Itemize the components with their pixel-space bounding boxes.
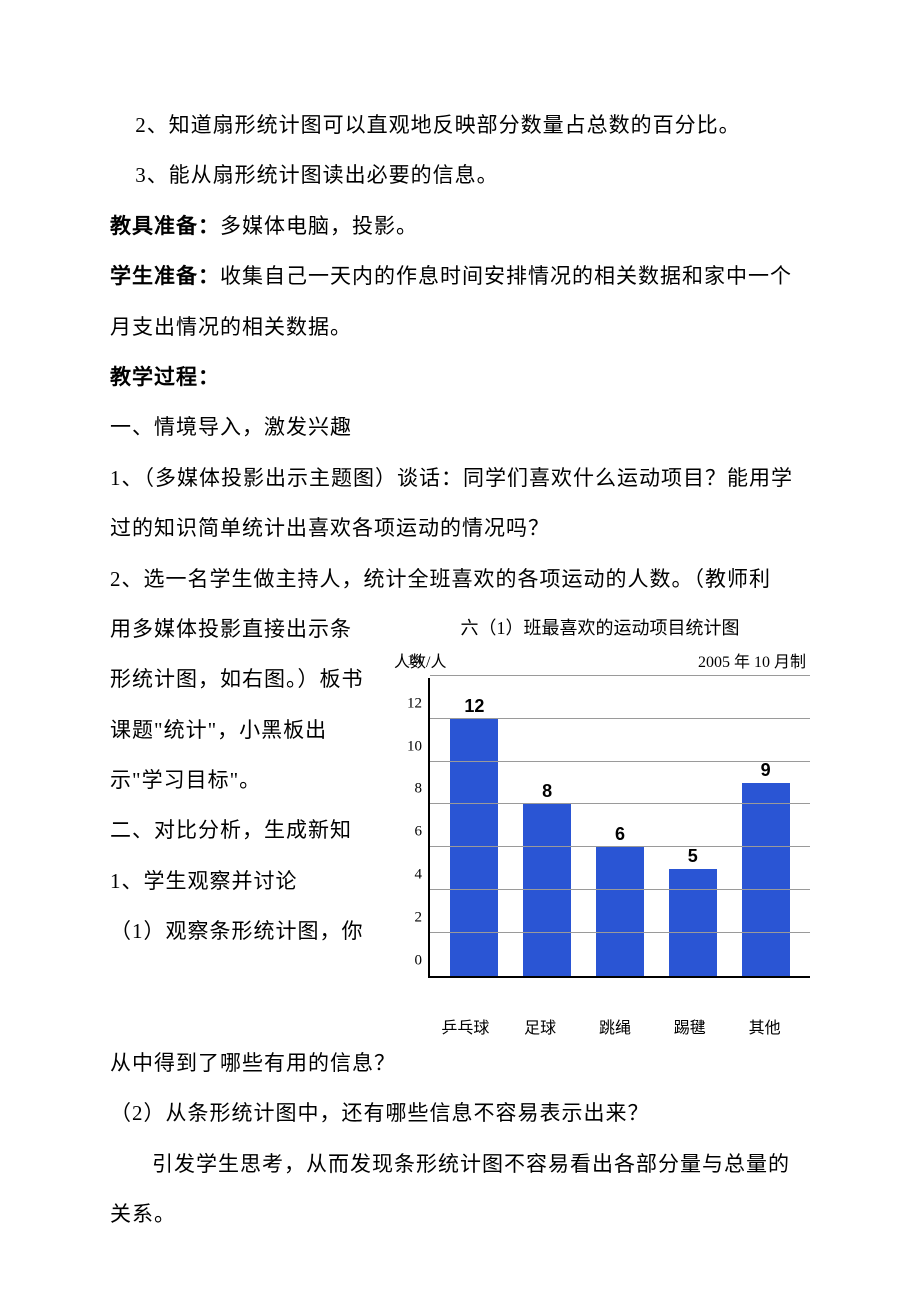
tools-label: 教具准备： [110, 214, 220, 238]
gridline [430, 932, 810, 933]
gridline [430, 846, 810, 847]
bar-value-label: 8 [542, 781, 552, 802]
chart-area: 02468101214 128659 [390, 678, 810, 1008]
paragraph-q2: （2）从条形统计图中，还有哪些信息不容易表示出来？ [110, 1088, 810, 1138]
section-2-heading: 二、对比分析，生成新知 [110, 805, 370, 855]
bar-value-label: 5 [688, 846, 698, 867]
paragraph-tools: 教具准备：多媒体电脑，投影。 [110, 201, 810, 251]
left-text-column: 用多媒体投影直接出示条形统计图，如右图。）板书课题"统计"，小黑板出示"学习目标… [110, 604, 370, 1038]
bar-group: 12 [444, 696, 504, 976]
paragraph-q1: 1、（多媒体投影出示主题图）谈话：同学们喜欢什么运动项目？能用学过的知识简单统计… [110, 453, 810, 554]
paragraph-conclusion: 引发学生思考，从而发现条形统计图不容易看出各部分量与总量的关系。 [110, 1139, 810, 1240]
paragraph-student-prep: 学生准备：收集自己一天内的作息时间安排情况的相关数据和家中一个月支出情况的相关数… [110, 251, 810, 352]
gridline [430, 889, 810, 890]
paragraph-q1a: （1）观察条形统计图，你 [110, 906, 370, 956]
paragraph-2: 2、知道扇形统计图可以直观地反映部分数量占总数的百分比。 [110, 100, 810, 150]
y-tick: 4 [415, 867, 423, 884]
chart-date: 2005 年 10 月制 [698, 648, 806, 672]
x-axis-label: 踢毽 [660, 1014, 720, 1038]
gridline [430, 675, 810, 676]
process-heading: 教学过程： [110, 352, 810, 402]
bar-value-label: 6 [615, 824, 625, 845]
bar-value-label: 9 [761, 760, 771, 781]
paragraph-observe: 1、学生观察并讨论 [110, 856, 370, 906]
x-axis-labels: 乒乓球足球跳绳踢毽其他 [390, 1008, 810, 1038]
y-tick: 2 [415, 910, 423, 927]
y-tick: 8 [415, 781, 423, 798]
bar-group: 5 [663, 846, 723, 976]
text-chart-row: 用多媒体投影直接出示条形统计图，如右图。）板书课题"统计"，小黑板出示"学习目标… [110, 604, 810, 1038]
gridline [430, 803, 810, 804]
paragraph-host-b: 用多媒体投影直接出示条形统计图，如右图。）板书课题"统计"，小黑板出示"学习目标… [110, 604, 370, 806]
bar-group: 9 [736, 760, 796, 976]
x-axis-label: 足球 [510, 1014, 570, 1038]
paragraph-q1b: 从中得到了哪些有用的信息？ [110, 1038, 810, 1088]
y-axis: 02468101214 [390, 678, 428, 978]
y-tick: 0 [415, 952, 423, 969]
y-tick: 10 [407, 738, 422, 755]
y-tick: 14 [407, 652, 422, 669]
y-tick: 6 [415, 824, 423, 841]
paragraph-3: 3、能从扇形统计图读出必要的信息。 [110, 150, 810, 200]
y-tick: 12 [407, 695, 422, 712]
tools-text: 多媒体电脑，投影。 [220, 214, 418, 238]
x-axis-label: 乒乓球 [435, 1014, 495, 1038]
chart-top-labels: 人数/人 2005 年 10 月制 [390, 648, 810, 672]
gridline [430, 718, 810, 719]
section-1-heading: 一、情境导入，激发兴趣 [110, 402, 810, 452]
bar [742, 783, 790, 976]
bar-value-label: 12 [464, 696, 484, 717]
paragraph-host-a: 2、选一名学生做主持人，统计全班喜欢的各项运动的人数。（教师利 [110, 554, 810, 604]
gridline [430, 761, 810, 762]
x-axis-label: 其他 [735, 1014, 795, 1038]
bar [596, 847, 644, 976]
chart-column: 六（1）班最喜欢的运动项目统计图 人数/人 2005 年 10 月制 0 2 4 6 8… [390, 604, 810, 1038]
plot-area: 12 8 6 5 9 [428, 678, 810, 978]
student-prep-label: 学生准备： [110, 264, 220, 288]
bar-group: 8 [517, 781, 577, 975]
chart-title: 六（1）班最喜欢的运动项目统计图 [390, 614, 810, 640]
bar [669, 869, 717, 976]
x-axis-label: 跳绳 [585, 1014, 645, 1038]
